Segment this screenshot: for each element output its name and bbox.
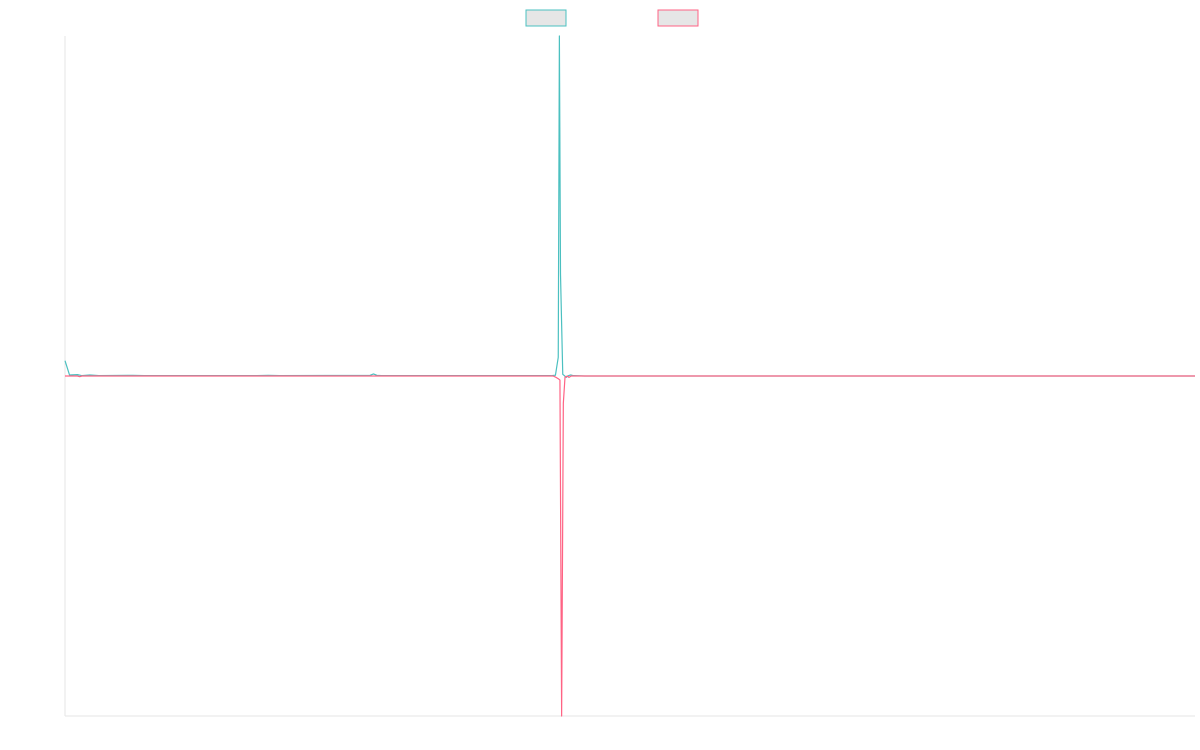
- series-line-2: [65, 375, 1195, 717]
- legend-swatch-2[interactable]: [657, 9, 699, 27]
- legend-swatch-1[interactable]: [525, 9, 567, 27]
- series-line-1: [64, 35, 1195, 378]
- legend[interactable]: [525, 9, 699, 27]
- series-layer: [64, 35, 1195, 717]
